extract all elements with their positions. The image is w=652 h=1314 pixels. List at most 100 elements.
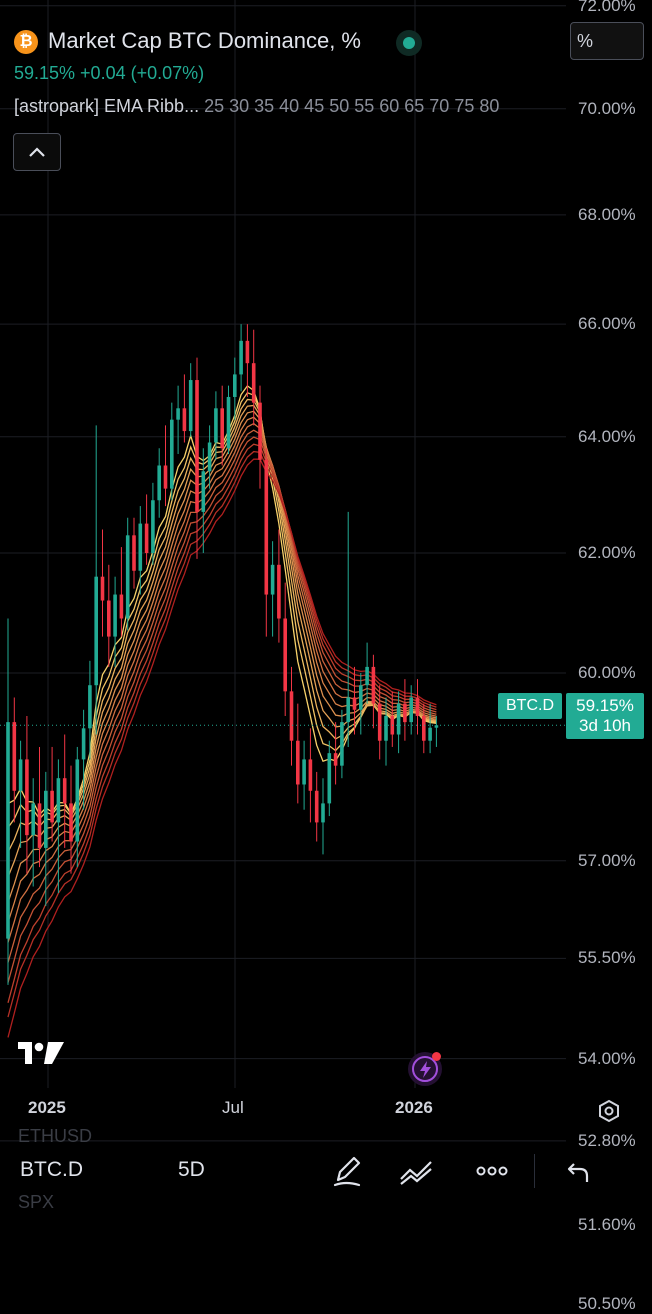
candle-body	[245, 340, 250, 364]
symbol-button[interactable]: BTC.D	[20, 1158, 83, 1181]
price-scale-label: 72.00%	[578, 0, 636, 15]
candle	[403, 679, 407, 741]
price-scale-label: 51.60%	[578, 1215, 636, 1234]
candle-body	[258, 402, 262, 460]
candle	[201, 448, 206, 553]
candle	[308, 728, 313, 823]
ema-line-65	[7, 436, 437, 983]
candle-body	[125, 535, 130, 619]
undo-icon[interactable]	[566, 1154, 592, 1193]
price-chart[interactable]	[0, 0, 652, 1200]
ema-line-35	[7, 398, 437, 853]
candle-body	[100, 576, 105, 601]
price-scale-label: 52.80%	[578, 1130, 636, 1150]
candle	[352, 666, 357, 735]
candle	[163, 425, 168, 507]
candle	[182, 374, 187, 443]
candle-body	[44, 790, 48, 848]
candle-body	[157, 465, 161, 501]
candle	[170, 402, 174, 501]
candle-body	[81, 728, 86, 760]
watchlist-ghost-row: ETHUSD	[18, 1126, 93, 1146]
candle	[346, 511, 350, 747]
indicator-legend[interactable]: [astropark] EMA Ribb... 25 30 35 40 45 5…	[14, 96, 499, 117]
settings-icon[interactable]	[596, 1098, 622, 1129]
candle-body	[371, 666, 376, 704]
candle-body	[12, 722, 17, 791]
candle	[428, 703, 432, 754]
price-scale-label: 54.00%	[578, 1048, 636, 1068]
candle-body	[195, 380, 199, 512]
candle	[333, 722, 338, 785]
candle-body	[239, 340, 243, 375]
candle-body	[226, 396, 231, 449]
interval-button[interactable]: 5D	[178, 1158, 205, 1181]
candle	[371, 654, 376, 729]
candle-body	[314, 790, 319, 823]
candle-body	[188, 380, 193, 432]
candle-body	[302, 759, 306, 785]
candle	[157, 448, 161, 518]
candle-body	[409, 697, 413, 723]
candle-body	[352, 697, 357, 710]
candle	[132, 517, 136, 589]
candle	[12, 697, 17, 823]
candle-body	[119, 594, 124, 619]
candle	[50, 746, 54, 842]
candle	[270, 541, 275, 637]
ema-line-60	[7, 429, 437, 963]
candle	[321, 778, 325, 855]
candle	[214, 391, 218, 460]
candle	[6, 618, 10, 985]
time-label-2026: 2026	[395, 1098, 433, 1117]
candle-body	[62, 778, 67, 804]
last-price-symbol-tag: BTC.D	[498, 693, 562, 719]
candle-body	[340, 722, 344, 766]
candle	[88, 660, 92, 760]
notification-dot-icon	[432, 1052, 441, 1061]
symbol-title[interactable]: Market Cap BTC Dominance, %	[48, 28, 361, 53]
candle-body	[327, 753, 332, 804]
candle-body	[333, 753, 338, 766]
candle	[151, 482, 155, 565]
last-price-value: 59.15%	[576, 696, 634, 715]
candle	[37, 746, 42, 868]
market-status-icon[interactable]	[396, 30, 422, 56]
candle	[415, 679, 420, 735]
toolbar-divider	[534, 1154, 535, 1188]
price-change: 59.15% +0.04 (+0.07%)	[14, 63, 205, 83]
collapse-legend-button[interactable]	[13, 133, 61, 171]
indicators-icon[interactable]	[398, 1154, 438, 1193]
ema-line-70	[7, 443, 437, 1003]
candle-body	[69, 803, 73, 842]
candle-body	[107, 600, 111, 637]
candle-body	[220, 408, 224, 449]
candle	[25, 715, 29, 874]
more-options-icon[interactable]	[476, 1154, 510, 1193]
bottom-toolbar	[0, 1146, 652, 1198]
candle-body	[6, 722, 10, 939]
candle	[258, 385, 262, 489]
candle-body	[138, 523, 143, 571]
candle	[340, 709, 344, 779]
candle	[62, 734, 67, 848]
candle-body	[384, 715, 388, 741]
candle	[207, 425, 212, 489]
candle-body	[264, 459, 269, 595]
candle	[138, 506, 143, 595]
last-price-tag: 59.15% 3d 10h	[566, 693, 644, 739]
candle-body	[207, 442, 212, 472]
candle	[44, 771, 48, 906]
candle-body	[94, 576, 98, 686]
price-scale-label: 50.50%	[578, 1293, 636, 1313]
candle-body	[428, 727, 432, 741]
scale-mode-button[interactable]: %	[570, 22, 644, 60]
candle-body	[321, 803, 325, 823]
price-scale-label: 68.00%	[578, 204, 636, 224]
candle	[176, 385, 180, 454]
tradingview-logo-icon	[18, 1040, 66, 1073]
drawing-pencil-icon[interactable]	[332, 1154, 362, 1193]
bitcoin-icon: ₿	[14, 30, 38, 54]
candle-body	[56, 778, 61, 823]
candle	[188, 363, 193, 437]
